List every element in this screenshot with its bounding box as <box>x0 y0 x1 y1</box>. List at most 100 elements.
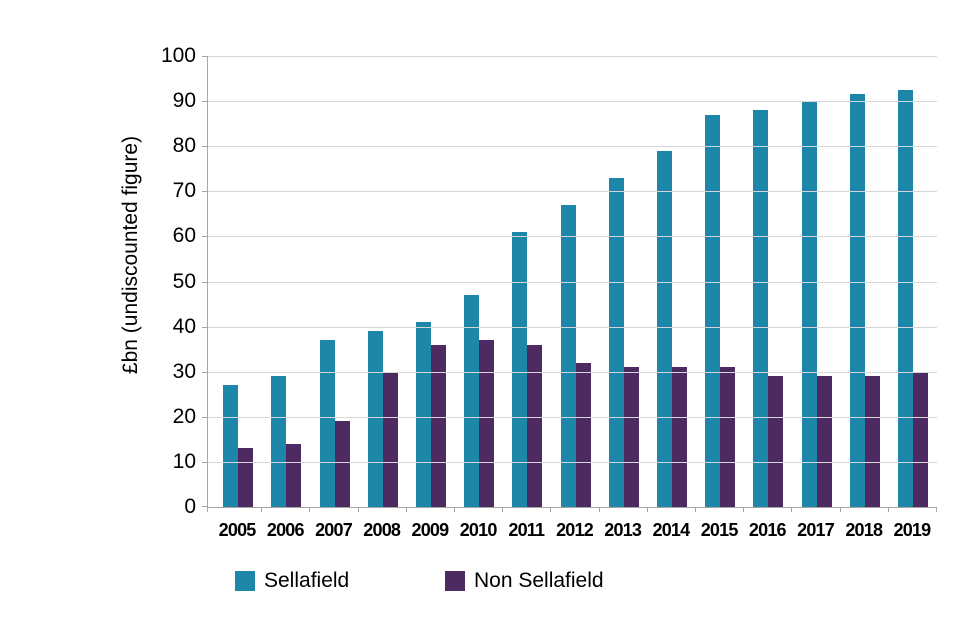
x-axis-tick <box>743 507 745 512</box>
gridline <box>208 371 937 373</box>
x-axis-label: 2019 <box>893 520 932 540</box>
gridline <box>208 56 937 57</box>
bar-sellafield-2007 <box>319 340 335 507</box>
y-axis-tick <box>202 191 208 193</box>
x-axis-label: 2008 <box>363 520 401 540</box>
bar-non-sellafield-2018 <box>864 376 880 507</box>
legend-swatch-sellafield <box>235 571 255 591</box>
x-axis-labels: 2005 2006 2007 2008 2009 2010 2011 2012 2013 2014… <box>213 517 936 543</box>
x-axis-label: 2009 <box>411 520 449 540</box>
bar-group-2013 <box>600 56 648 507</box>
bar-sellafield-2017 <box>801 101 817 507</box>
bar-non-sellafield-2009 <box>430 344 446 507</box>
bar-non-sellafield-2007 <box>334 421 350 507</box>
legend-item-non-sellafield: Non Sellafield <box>445 569 604 593</box>
y-axis-end-tick <box>207 507 208 512</box>
gridline <box>208 146 937 148</box>
legend-swatch-non-sellafield <box>445 571 465 591</box>
bar-group-2007 <box>310 56 358 507</box>
bar-group-2005 <box>214 56 262 507</box>
bar-sellafield-2016 <box>753 110 769 507</box>
y-axis-tick <box>202 326 208 328</box>
y-axis-tick-label: 90 <box>172 89 196 113</box>
x-axis-label: 2005 <box>218 520 257 540</box>
y-axis-tick <box>202 236 208 238</box>
x-axis-tick <box>936 507 937 512</box>
y-axis-tick <box>202 371 208 373</box>
bar-non-sellafield-2008 <box>382 371 398 507</box>
x-axis-label: 2013 <box>604 520 642 540</box>
bar-group-2012 <box>551 56 599 507</box>
bar-non-sellafield-2005 <box>238 448 254 507</box>
bar-sellafield-2010 <box>464 295 480 507</box>
x-axis-label: 2006 <box>266 520 305 540</box>
y-axis-title: £bn (undiscounted figure) <box>119 135 142 375</box>
y-axis-tick <box>202 101 208 103</box>
x-axis-tick <box>261 507 263 512</box>
gridline <box>208 191 937 193</box>
x-axis-label: 2007 <box>315 520 353 540</box>
bars-container <box>214 56 937 507</box>
bar-sellafield-2011 <box>512 231 528 507</box>
bar-sellafield-2013 <box>608 177 624 507</box>
bar-sellafield-2006 <box>271 376 287 507</box>
gridline <box>208 281 937 283</box>
y-axis-tick <box>202 506 208 507</box>
y-axis-tick-label: 60 <box>172 224 196 248</box>
x-axis-tick <box>598 507 600 512</box>
x-axis-label: 2016 <box>748 520 787 540</box>
y-axis-tick-label: 70 <box>172 179 196 203</box>
bar-sellafield-2014 <box>656 150 672 507</box>
x-axis-label: 2018 <box>845 520 883 540</box>
y-axis-tick-label: 0 <box>184 495 196 518</box>
bar-non-sellafield-2013 <box>623 367 639 507</box>
bar-sellafield-2008 <box>367 331 383 507</box>
x-axis-tick <box>357 507 359 512</box>
y-axis-tick <box>202 281 208 283</box>
gridline <box>208 101 937 103</box>
bar-sellafield-2018 <box>849 94 865 507</box>
bar-sellafield-2005 <box>223 385 239 507</box>
x-axis-tick <box>646 507 648 512</box>
y-axis-tick <box>202 461 208 463</box>
y-axis-tick <box>202 416 208 418</box>
bar-sellafield-2015 <box>705 114 721 507</box>
bar-non-sellafield-2017 <box>816 376 832 507</box>
x-axis-label: 2017 <box>797 520 835 540</box>
x-axis-tick <box>550 507 552 512</box>
y-axis-tick-label: 50 <box>172 269 196 293</box>
bar-group-2010 <box>455 56 503 507</box>
x-axis-tick <box>791 507 793 512</box>
gridline <box>208 461 937 463</box>
gridline <box>208 326 937 328</box>
legend-label-non-sellafield: Non Sellafield <box>474 569 604 592</box>
y-axis-tick-label: 100 <box>160 44 196 67</box>
bar-group-2017 <box>792 56 840 507</box>
y-axis-tick-label: 10 <box>172 449 196 473</box>
bar-non-sellafield-2010 <box>479 340 495 507</box>
bar-non-sellafield-2012 <box>575 362 591 507</box>
bar-non-sellafield-2019 <box>912 371 928 507</box>
bar-sellafield-2012 <box>560 204 576 507</box>
y-axis-tick-label: 30 <box>172 359 196 383</box>
bar-group-2011 <box>503 56 551 507</box>
x-axis-label: 2014 <box>652 520 691 540</box>
x-axis-tick <box>502 507 504 512</box>
bar-group-2016 <box>744 56 792 507</box>
gridline <box>208 416 937 418</box>
plot-area: 0 10 20 30 40 50 60 70 80 90 100 <box>161 44 937 518</box>
bar-group-2014 <box>648 56 696 507</box>
bar-group-2009 <box>407 56 455 507</box>
x-axis-label: 2015 <box>700 520 739 540</box>
x-axis-tick <box>695 507 696 512</box>
x-axis-tick <box>309 507 311 512</box>
bar-non-sellafield-2015 <box>720 367 736 507</box>
bar-non-sellafield-2006 <box>286 443 302 507</box>
y-axis-tick-label: 20 <box>172 404 196 428</box>
bar-group-2018 <box>841 56 889 507</box>
y-axis-tick <box>202 146 208 148</box>
y-axis-tick-label: 40 <box>172 314 196 338</box>
bar-group-2008 <box>359 56 407 507</box>
legend-label-sellafield: Sellafield <box>264 569 350 592</box>
